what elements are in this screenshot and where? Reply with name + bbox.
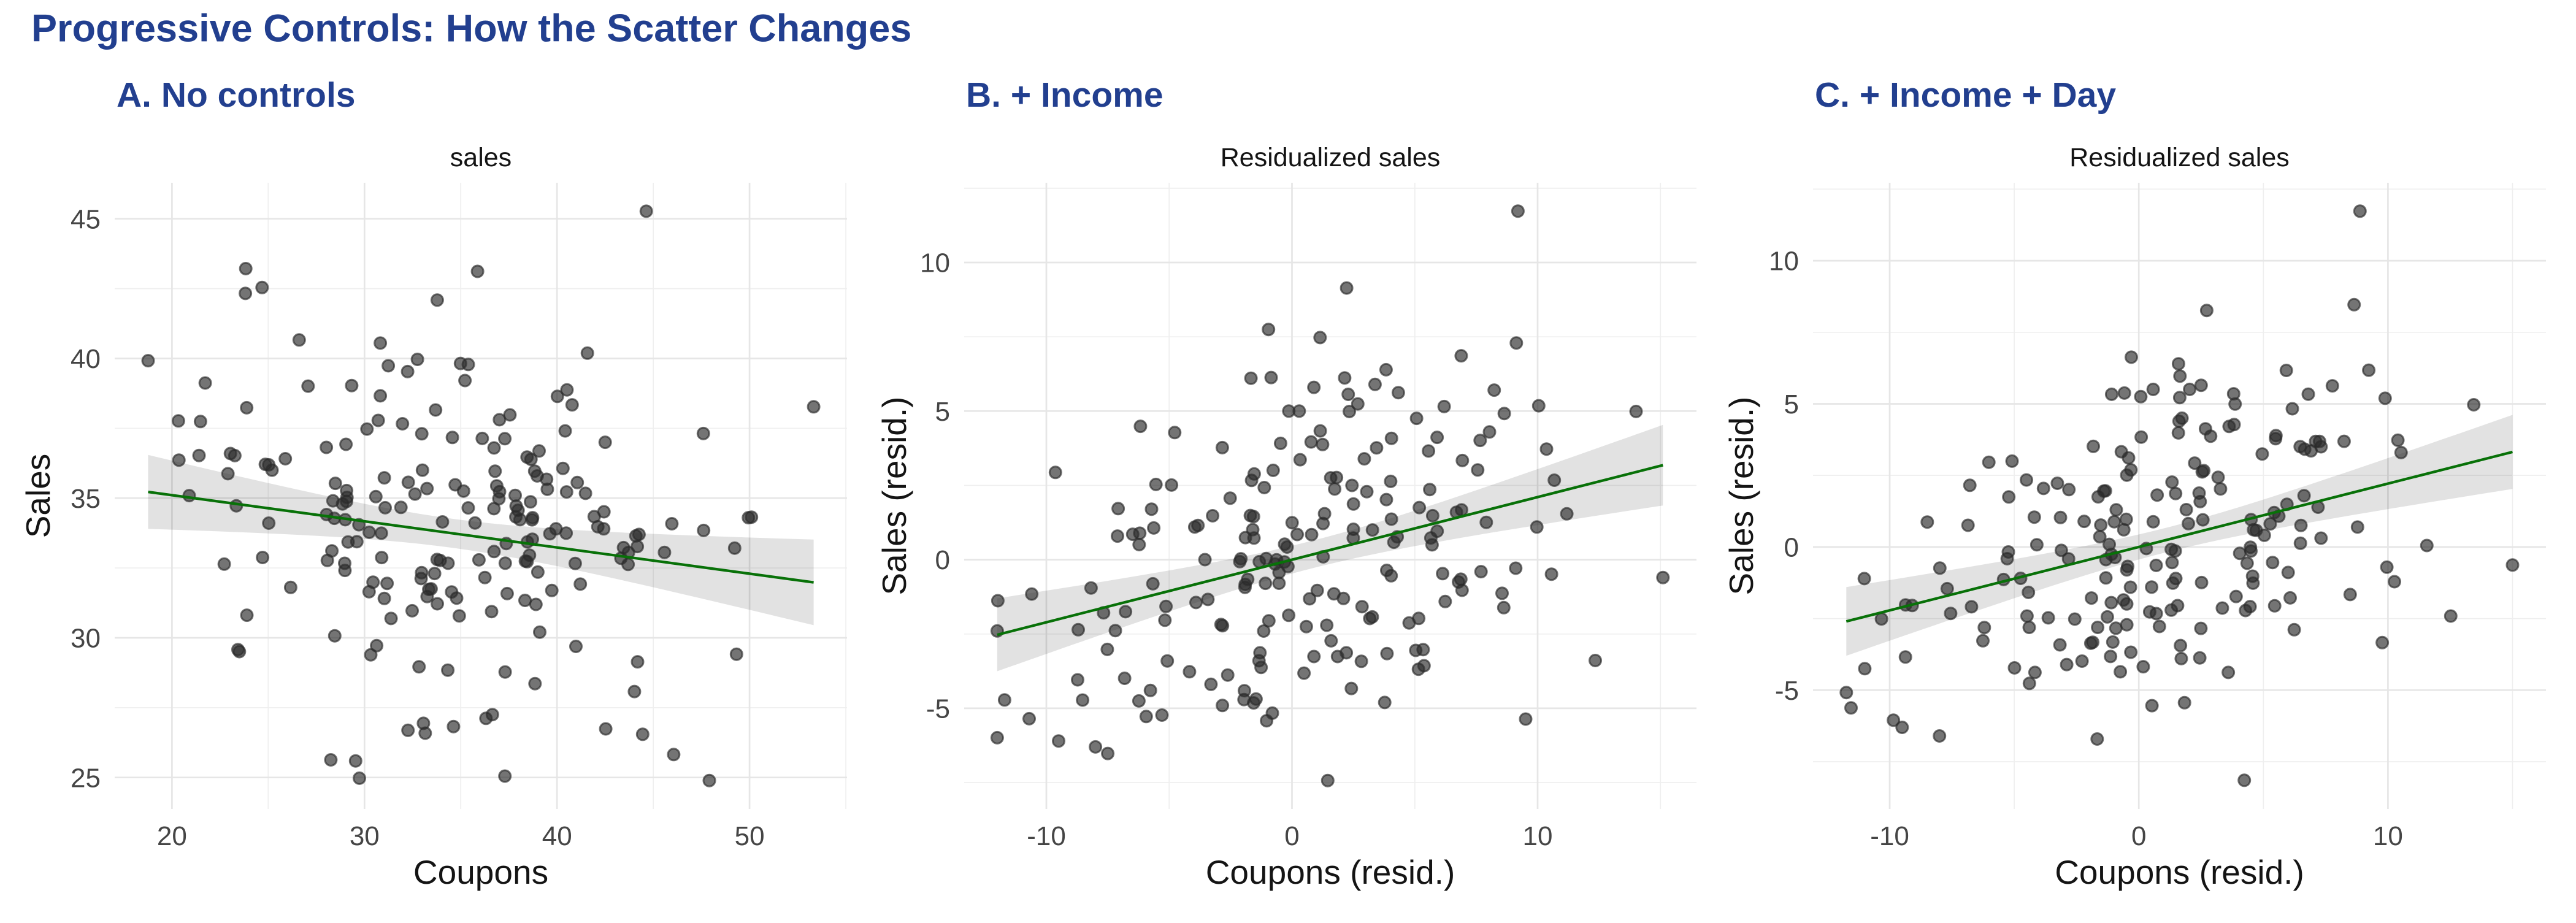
- svg-text:-10: -10: [1870, 821, 1909, 851]
- svg-text:5: 5: [935, 397, 950, 427]
- svg-text:5: 5: [1784, 389, 1799, 419]
- svg-text:Coupons (resid.): Coupons (resid.): [2055, 853, 2304, 891]
- svg-text:50: 50: [735, 821, 765, 851]
- svg-text:A. No controls: A. No controls: [117, 75, 356, 115]
- svg-text:0: 0: [1284, 821, 1299, 851]
- svg-text:B. + Income: B. + Income: [966, 75, 1163, 115]
- svg-text:Sales: Sales: [19, 454, 57, 538]
- svg-text:35: 35: [71, 484, 101, 514]
- svg-text:10: 10: [920, 248, 950, 278]
- svg-text:Sales (resid.): Sales (resid.): [875, 397, 913, 596]
- svg-text:0: 0: [1784, 533, 1799, 563]
- svg-text:-10: -10: [1027, 821, 1066, 851]
- svg-text:Residualized sales: Residualized sales: [2069, 143, 2290, 172]
- svg-text:0: 0: [935, 545, 950, 575]
- svg-text:Coupons (resid.): Coupons (resid.): [1206, 853, 1455, 891]
- svg-text:25: 25: [71, 763, 101, 793]
- svg-text:30: 30: [350, 821, 380, 851]
- svg-text:40: 40: [542, 821, 572, 851]
- svg-text:10: 10: [2373, 821, 2403, 851]
- svg-text:Residualized sales: Residualized sales: [1221, 143, 1441, 172]
- svg-text:10: 10: [1523, 821, 1553, 851]
- svg-text:0: 0: [2131, 821, 2146, 851]
- svg-text:Progressive Controls: How the: Progressive Controls: How the Scatter Ch…: [31, 7, 911, 50]
- svg-text:-5: -5: [1775, 676, 1799, 706]
- svg-text:Sales (resid.): Sales (resid.): [1722, 397, 1760, 596]
- svg-text:C. + Income + Day: C. + Income + Day: [1815, 75, 2116, 115]
- svg-text:40: 40: [71, 344, 101, 374]
- svg-text:sales: sales: [450, 143, 512, 172]
- svg-text:Coupons: Coupons: [413, 853, 548, 891]
- svg-text:20: 20: [157, 821, 187, 851]
- svg-text:-5: -5: [926, 694, 950, 724]
- svg-text:30: 30: [71, 624, 101, 654]
- svg-text:10: 10: [1769, 247, 1799, 277]
- svg-text:45: 45: [71, 204, 101, 234]
